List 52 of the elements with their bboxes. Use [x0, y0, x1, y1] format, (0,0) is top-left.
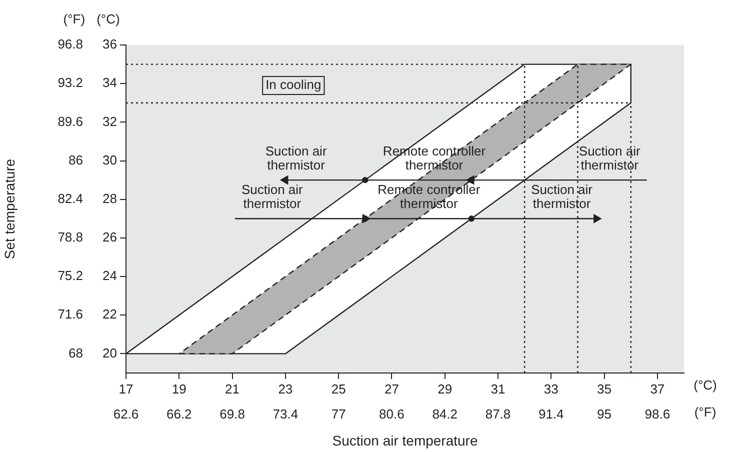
x2-tick-label: 73.4 [272, 406, 298, 422]
x-tick-label: 19 [172, 381, 186, 396]
x2-tick-label: 84.2 [432, 406, 458, 422]
text: (°C) [694, 377, 717, 392]
x-tick-label: 29 [438, 381, 452, 396]
y-tick-label: 28 [102, 190, 117, 206]
annotation: Remote controller thermistor [378, 182, 481, 211]
x2-tick-label: 95 [597, 406, 612, 422]
x2-tick-label: 87.8 [485, 406, 511, 422]
y2-tick-label: 71.6 [58, 306, 83, 322]
y2-tick-label: 89.6 [58, 114, 83, 129]
x2-tick-label: 80.6 [379, 406, 404, 422]
x2-tick-label: 62.6 [113, 406, 139, 422]
y2-tick-label: 78.8 [58, 230, 83, 245]
annotation: Suction air thermistor [241, 182, 304, 211]
x2-tick-label: 77 [331, 406, 346, 422]
x-tick-label: 17 [118, 381, 134, 396]
x2-tick-label: 91.4 [538, 406, 564, 422]
y-tick-label: 20 [102, 345, 117, 360]
y-tick-label: 36 [102, 36, 117, 52]
x-tick-label: 33 [544, 381, 558, 396]
x2-tick-label: 66.2 [166, 406, 192, 422]
y-tick-label: 26 [102, 230, 117, 245]
text: (°F) [63, 11, 86, 26]
y2-tick-label: 86 [68, 152, 83, 168]
text: (°F) [694, 404, 716, 420]
x-tick-label: 27 [384, 381, 399, 396]
x-tick-label: 21 [225, 381, 240, 396]
x-tick-label: 35 [597, 381, 612, 396]
y2-axis-title: Set temperature [1, 158, 18, 260]
y2-tick-label: 96.8 [58, 36, 83, 52]
y-tick-label: 22 [102, 306, 117, 322]
y2-tick-label: 75.2 [58, 268, 83, 284]
x-axis-title: Suction air temperature [332, 432, 478, 448]
y-tick-label: 24 [102, 268, 117, 284]
x-tick-label: 31 [490, 381, 506, 396]
y-tick-label: 30 [102, 152, 117, 168]
x-tick-label: 37 [650, 381, 665, 396]
x2-tick-label: 98.6 [644, 406, 670, 422]
annotation: Suction air thermistor [531, 182, 594, 211]
text: (°C) [96, 11, 120, 26]
annotation: Suction air thermistor [265, 143, 328, 172]
y-tick-label: 34 [102, 75, 117, 90]
x-tick-label: 23 [278, 381, 293, 396]
y2-tick-label: 68 [68, 345, 83, 360]
annotation: Suction air thermistor [578, 143, 641, 172]
annotation: In cooling [266, 77, 322, 92]
x2-tick-label: 69.8 [220, 406, 245, 422]
y2-tick-label: 93.2 [58, 75, 83, 90]
x-tick-label: 25 [331, 381, 346, 396]
y2-tick-label: 82.4 [58, 190, 83, 206]
y-tick-label: 32 [102, 114, 117, 129]
